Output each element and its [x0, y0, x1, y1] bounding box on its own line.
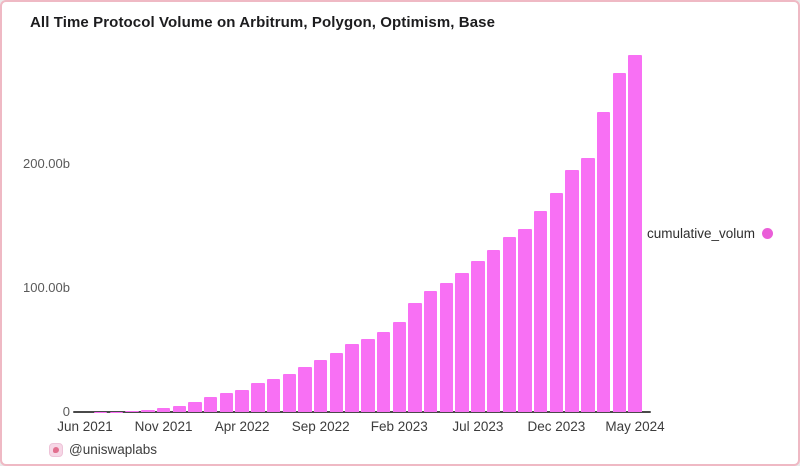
y-axis-tick-label: 0 [62, 404, 70, 419]
uniswaplabs-logo-icon [49, 442, 63, 457]
bar-apr-2023[interactable] [423, 291, 438, 412]
bar-jan-2022[interactable] [188, 401, 202, 412]
bar-mar-2022[interactable] [219, 392, 234, 412]
bar-may-2024[interactable] [628, 54, 642, 412]
x-axis-tick-label: Jun 2021 [57, 419, 113, 434]
bar-mar-2023[interactable] [408, 302, 422, 412]
bar-oct-2022[interactable] [329, 352, 344, 412]
bar-jul-2022[interactable] [282, 373, 297, 412]
bar-aug-2022[interactable] [298, 367, 312, 412]
chart-title: All Time Protocol Volume on Arbitrum, Po… [30, 14, 496, 31]
author-attribution: @uniswaplabs [49, 442, 157, 457]
author-handle[interactable]: @uniswaplabs [69, 442, 158, 457]
bar-aug-2023[interactable] [486, 250, 501, 412]
bar-dec-2023[interactable] [549, 192, 564, 412]
bar-feb-2022[interactable] [203, 396, 218, 412]
legend-dot-icon [762, 228, 773, 239]
bar-oct-2021[interactable] [141, 409, 155, 412]
chart-legend[interactable]: cumulative_volum [647, 226, 773, 241]
bar-jul-2023[interactable] [471, 260, 485, 412]
bar-sep-2022[interactable] [313, 360, 328, 412]
bar-jan-2024[interactable] [565, 170, 579, 412]
bar-apr-2024[interactable] [612, 73, 627, 412]
bar-jan-2023[interactable] [376, 332, 391, 412]
bar-feb-2024[interactable] [581, 157, 595, 412]
bar-sep-2021[interactable] [125, 411, 139, 412]
legend-series-label: cumulative_volum [646, 226, 755, 241]
bar-may-2022[interactable] [251, 382, 265, 412]
x-axis-tick-label: May 2024 [605, 419, 665, 434]
bar-jun-2023[interactable] [455, 272, 469, 412]
bar-oct-2023[interactable] [518, 229, 532, 412]
bar-nov-2023[interactable] [533, 211, 548, 412]
y-axis-tick-label: 200.00b [23, 156, 70, 171]
bar-nov-2022[interactable] [345, 343, 359, 412]
bar-jun-2022[interactable] [266, 378, 281, 412]
bar-dec-2021[interactable] [172, 405, 187, 412]
bar-apr-2022[interactable] [235, 389, 249, 412]
x-axis-tick-label: Dec 2023 [527, 419, 586, 434]
x-axis-tick-label: Nov 2021 [134, 419, 193, 434]
x-axis-tick-label: Apr 2022 [214, 419, 270, 434]
bar-sep-2023[interactable] [502, 236, 517, 412]
bar-mar-2024[interactable] [596, 111, 611, 412]
x-axis-tick-label: Feb 2023 [370, 419, 428, 434]
bar-dec-2022[interactable] [361, 339, 375, 412]
x-axis-tick-label: Sep 2022 [291, 419, 350, 434]
bar-feb-2023[interactable] [392, 321, 407, 412]
bar-may-2023[interactable] [439, 283, 454, 412]
x-axis-tick-label: Jul 2023 [452, 419, 504, 434]
x-axis-line [73, 411, 651, 413]
y-axis-tick-label: 100.00b [23, 280, 70, 295]
bar-nov-2021[interactable] [156, 407, 171, 412]
